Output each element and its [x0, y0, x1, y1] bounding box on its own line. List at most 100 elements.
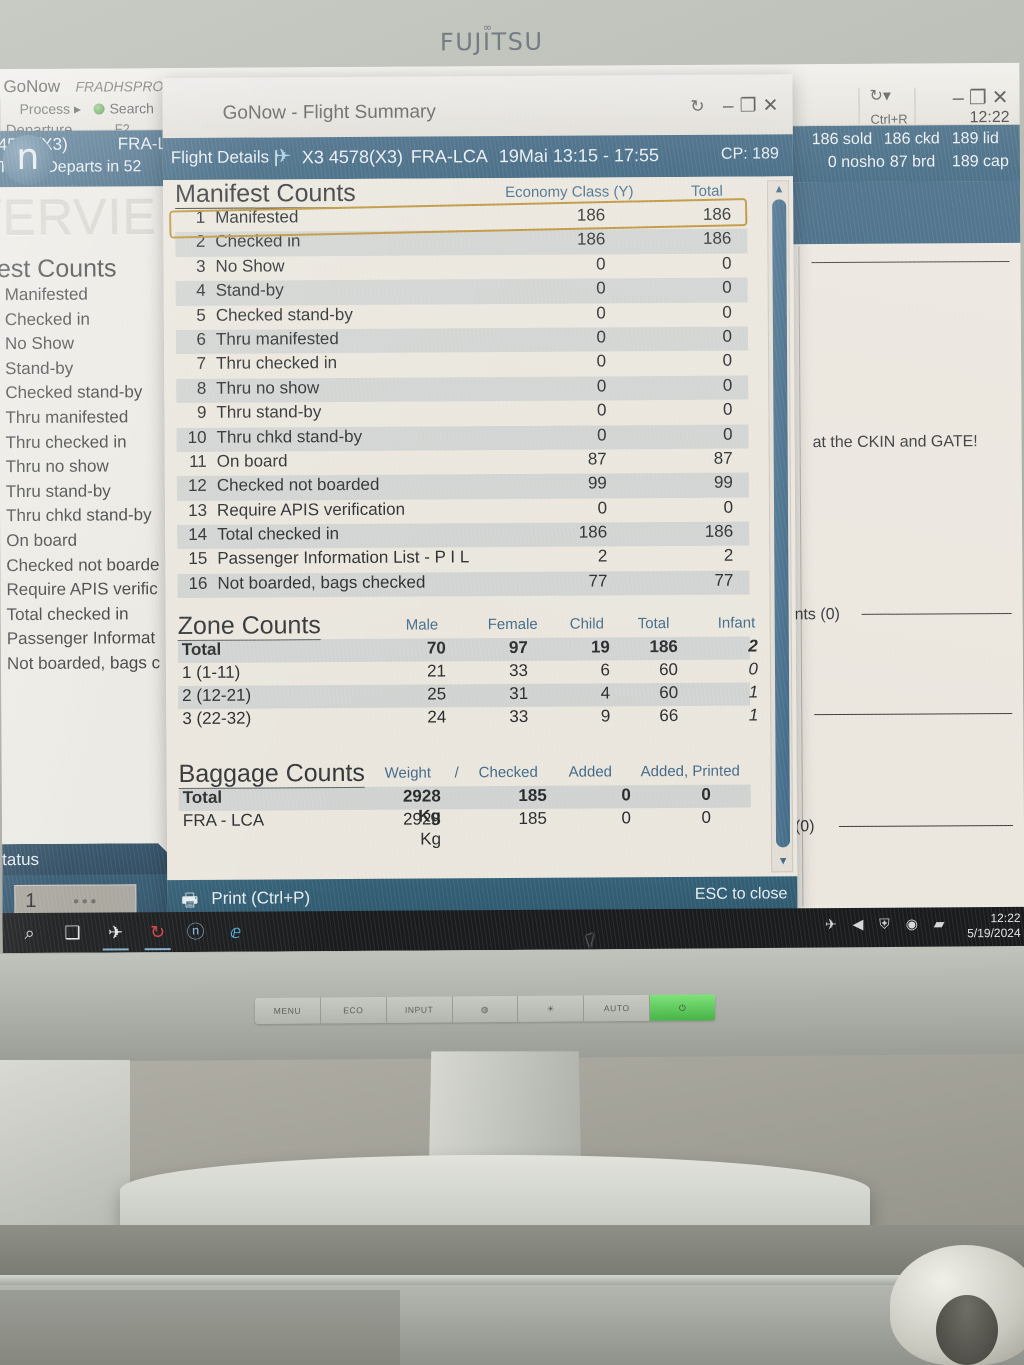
- bg-list-label: Not boarded, bags c: [6, 653, 161, 673]
- baggage-row[interactable]: Total 2928 Kg 185 0 0: [178, 784, 751, 826]
- table-row[interactable]: 10 Thru chkd stand-by 0 0: [176, 424, 749, 452]
- print-button[interactable]: Print (Ctrl+P): [211, 888, 311, 908]
- table-row[interactable]: 2 Checked in 186 186: [175, 228, 748, 257]
- row-total-value: 186: [702, 229, 732, 249]
- desk-edge: [0, 1275, 1024, 1287]
- table-row[interactable]: 6 Thru manifested 0 0: [175, 326, 749, 355]
- bg-manifest-counts-heading: nifest Counts: [0, 254, 117, 284]
- status-tab[interactable]: tatus: [2, 843, 192, 878]
- zone-child-value: 4: [600, 683, 611, 703]
- baggage-col-0: Weight: [384, 764, 432, 782]
- row-total-value: 0: [722, 399, 733, 419]
- refresh-icon[interactable]: ↻▾: [869, 87, 891, 105]
- monitor-button-[interactable]: ☀: [518, 995, 585, 1022]
- table-row[interactable]: 15 Passenger Information List - P I L 2 2: [177, 546, 749, 574]
- dialog-minimize-icon[interactable]: –: [722, 95, 740, 117]
- taskbar-airplane-icon[interactable]: ✈: [107, 922, 124, 943]
- scrollbar-thumb[interactable]: [772, 199, 791, 848]
- monitor-button-auto[interactable]: AUTO: [584, 994, 651, 1022]
- zone-infant-value: 1: [748, 705, 759, 725]
- row-economy-value: 2: [597, 546, 608, 566]
- table-row[interactable]: 13 Require APIS verification 0 0: [177, 497, 749, 525]
- taskbar-search-icon[interactable]: ⌕: [24, 922, 35, 943]
- baggage-col-1: /: [454, 764, 459, 782]
- table-row[interactable]: 14 Total checked in 186 186: [177, 521, 750, 550]
- bg-list-item[interactable]: Manifested: [0, 284, 163, 310]
- monitor-button-eco[interactable]: ECO: [320, 996, 387, 1024]
- row-label: On board: [216, 451, 288, 471]
- restore-icon[interactable]: ❐: [968, 87, 992, 110]
- taskbar-gonow-icon[interactable]: ⓝ: [186, 921, 205, 942]
- baggage-row[interactable]: FRA - LCA 2928 Kg 185 0 0: [179, 808, 751, 849]
- table-row[interactable]: 1 Manifested 186 186: [175, 205, 747, 233]
- dialog-refresh-icon[interactable]: ↻: [690, 96, 705, 116]
- bg-list-item[interactable]: Checked in: [0, 309, 163, 335]
- monitor-button-strip[interactable]: MENU ECO INPUT ◍ ☀ AUTO ⏻: [254, 994, 716, 1025]
- bg-list-item[interactable]: Stand-by: [0, 358, 163, 384]
- table-row[interactable]: 12 Checked not boarded 99 99: [176, 472, 749, 501]
- divider-line-3: [838, 824, 1013, 828]
- row-economy-value: 0: [596, 302, 606, 323]
- row-label: Thru no show: [216, 377, 320, 398]
- monitor-button-[interactable]: ◍: [452, 995, 519, 1023]
- bg-list-label: On board: [6, 530, 78, 551]
- flight-summary-dialog: GoNow - Flight Summary ↻ –❐✕ Flight Deta…: [162, 74, 798, 919]
- dialog-scrollbar[interactable]: ▲ ▼: [767, 180, 794, 873]
- table-row[interactable]: 9 Thru stand-by 0 0: [176, 400, 748, 428]
- row-label: Checked stand-by: [215, 304, 353, 325]
- taskbar-edge-icon[interactable]: ⅇ: [229, 921, 242, 942]
- monitor-button-input[interactable]: INPUT: [386, 996, 453, 1023]
- system-tray-icons[interactable]: ✈ ◀ ⛨ ◉ ▰: [824, 915, 951, 933]
- scroll-down-icon[interactable]: ▼: [777, 855, 789, 868]
- baggage-row-label: Total: [182, 787, 223, 808]
- ribbon-divider: [0, 99, 1, 134]
- taskbar-task-view-icon[interactable]: ❑: [64, 922, 81, 943]
- menu-item-search[interactable]: Search: [109, 100, 154, 117]
- table-row[interactable]: 11 On board 87 87: [177, 448, 749, 476]
- table-row[interactable]: 16 Not boarded, bags checked 77 77: [177, 570, 750, 599]
- baggage-added-printed-value: 0: [701, 784, 711, 804]
- minimize-icon[interactable]: –: [952, 87, 969, 110]
- scroll-up-icon[interactable]: ▲: [773, 183, 785, 196]
- fujitsu-monitor: FUJITSU ∞ GoNow FRADHSPROD1 Process ▸ De…: [0, 0, 1024, 1000]
- bg-list-label: Thru manifested: [5, 407, 129, 428]
- dialog-window-controls[interactable]: –❐✕: [723, 94, 785, 117]
- status-tab-label: tatus: [2, 849, 40, 870]
- monitor-button-menu[interactable]: MENU: [254, 997, 322, 1025]
- bg-manifest-list: Manifested Checked in No Show Stand-by 5Chec…: [0, 284, 165, 679]
- bg-list-item[interactable]: 1On board: [0, 530, 164, 556]
- table-row[interactable]: 3 No Show 0 0: [175, 253, 747, 281]
- menu-item-process[interactable]: Process ▸: [19, 100, 82, 117]
- ribbon-separator-2: [914, 87, 916, 124]
- monitor-button-[interactable]: ⏻: [650, 994, 716, 1021]
- row-label: Thru chkd stand-by: [216, 426, 363, 447]
- table-row[interactable]: 4 Stand-by 0 0: [175, 277, 748, 306]
- row-total-value: 0: [722, 326, 733, 346]
- row-total-value: 2: [723, 546, 734, 566]
- table-row[interactable]: 7 Thru checked in 0 0: [176, 351, 748, 379]
- zone-row[interactable]: 3 (22-32) 24 33 9 66 1: [178, 705, 758, 732]
- bg-list-item[interactable]: No Show: [0, 333, 163, 359]
- flight-route-bg: FRA-L: [117, 134, 167, 154]
- row-index: 15: [188, 549, 208, 569]
- close-icon[interactable]: ✕: [991, 86, 1014, 110]
- system-clock[interactable]: 12:22 5/19/2024: [967, 911, 1021, 941]
- table-row[interactable]: 5 Checked stand-by 0 0: [176, 302, 748, 330]
- taskbar-tui-icon[interactable]: ↻: [149, 922, 166, 943]
- dialog-restore-icon[interactable]: ❐: [739, 95, 763, 117]
- table-row[interactable]: 8 Thru no show 0 0: [176, 375, 749, 404]
- window-controls[interactable]: –❐✕: [953, 85, 1014, 110]
- dialog-close-icon[interactable]: ✕: [762, 95, 785, 117]
- ckin-gate-notice: at the CKIN and GATE!: [812, 433, 978, 452]
